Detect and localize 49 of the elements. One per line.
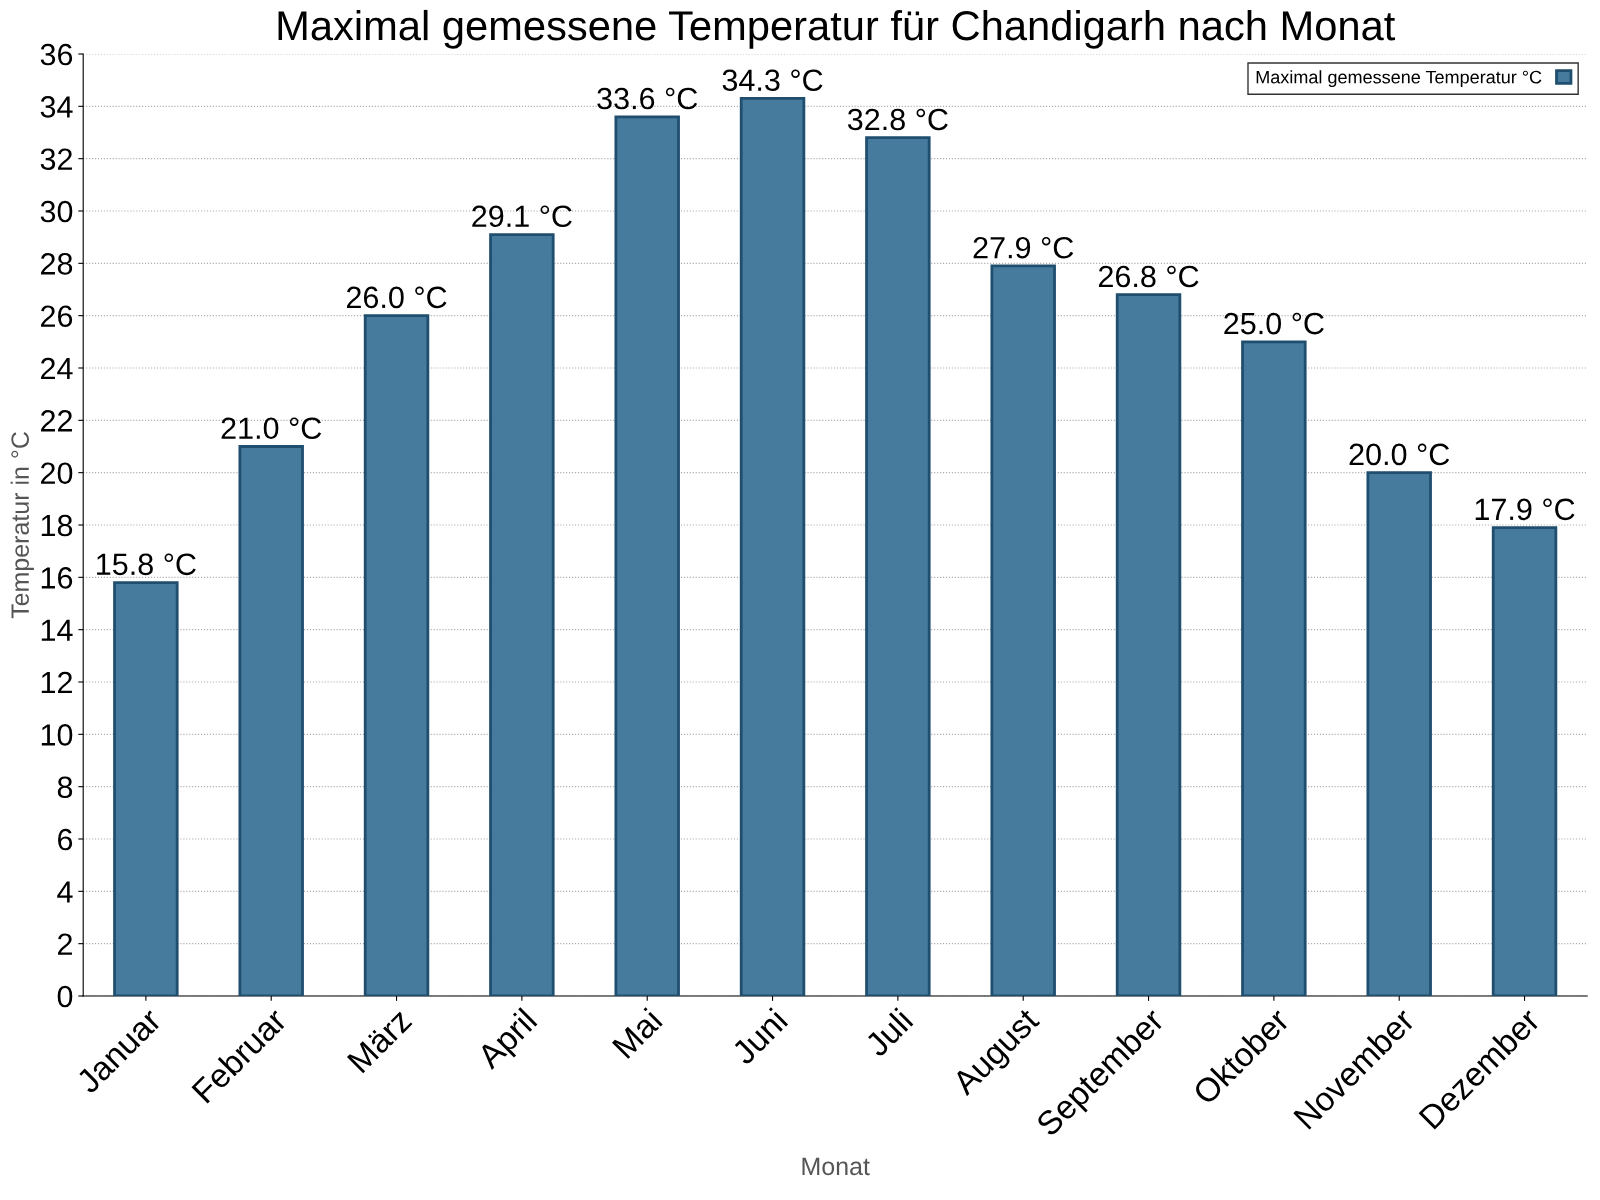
- bar: [865, 136, 931, 996]
- y-tick-label: 4: [57, 881, 73, 903]
- data-label: 29.1 °C: [472, 205, 572, 228]
- y-tick-label: 10: [41, 724, 73, 746]
- bar: [1491, 526, 1558, 996]
- bar: [489, 233, 555, 996]
- y-tick-label: 12: [41, 671, 72, 694]
- x-tick-label: Mai: [611, 1007, 663, 1060]
- y-tick-label: 20: [41, 462, 73, 485]
- data-label: 25.0 °C: [1224, 312, 1324, 335]
- y-tick-label: 30: [40, 200, 73, 223]
- data-label: 33.6 °C: [597, 87, 698, 110]
- bar: [363, 314, 430, 996]
- data-label: 15.8 °C: [97, 553, 196, 576]
- legend-label: Maximal gemessene Temperatur °C: [1256, 70, 1542, 88]
- y-tick-label: 8: [57, 776, 73, 799]
- y-tick-label: 22: [41, 410, 72, 432]
- y-tick-label: 28: [41, 253, 73, 275]
- data-label: 20.0 °C: [1349, 443, 1450, 466]
- data-label: 34.3 °C: [722, 69, 823, 92]
- bar: [739, 97, 806, 996]
- x-tick-label: Juli: [862, 1007, 914, 1059]
- y-tick-label: 26: [41, 305, 73, 328]
- y-tick-label: 36: [40, 43, 73, 66]
- bar: [1115, 293, 1182, 996]
- bar: [990, 264, 1056, 996]
- bar: [113, 581, 179, 996]
- chart-title: Maximal gemessene Temperatur für Chandigarh nach Monat: [278, 9, 1396, 49]
- x-axis-title: Monat: [802, 1157, 870, 1176]
- bar: [238, 445, 304, 996]
- y-tick-label: 34: [40, 96, 73, 118]
- y-tick-label: 14: [41, 619, 73, 641]
- data-label: 26.0 °C: [346, 286, 447, 309]
- bar: [1241, 340, 1307, 996]
- bar: [614, 115, 680, 996]
- data-label: 21.0 °C: [221, 417, 322, 440]
- y-tick-label: 24: [41, 357, 73, 380]
- y-tick-label: 32: [40, 148, 72, 171]
- data-label: 26.8 °C: [1098, 265, 1199, 288]
- bar: [1366, 471, 1432, 996]
- y-tick-label: 0: [57, 985, 73, 1008]
- data-label: 27.9 °C: [973, 236, 1074, 259]
- data-label: 32.8 °C: [847, 108, 948, 131]
- y-tick-label: 18: [41, 514, 73, 537]
- y-axis-title: Temperatur in °C: [10, 432, 34, 619]
- y-tick-label: 2: [58, 933, 72, 955]
- y-tick-label: 6: [58, 828, 73, 851]
- data-label: 17.9 °C: [1475, 498, 1575, 521]
- y-tick-label: 16: [41, 567, 73, 589]
